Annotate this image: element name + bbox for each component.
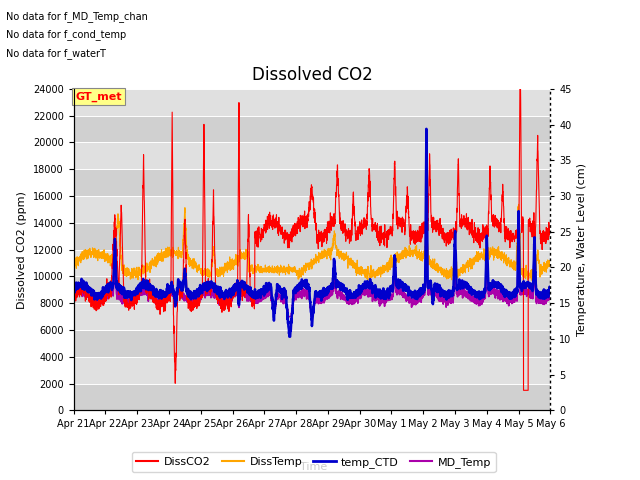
Line: DissTemp: DissTemp bbox=[74, 204, 550, 280]
Bar bbox=[74, 169, 550, 196]
DissCO2 bbox=[547, 227, 554, 233]
temp_CTD bbox=[547, 289, 554, 295]
MD_Temp bbox=[253, 297, 260, 303]
DissCO2 bbox=[273, 221, 281, 227]
Bar bbox=[74, 303, 550, 330]
DissCO2 bbox=[152, 305, 160, 311]
DissTemp bbox=[538, 267, 545, 273]
DissCO2 bbox=[70, 292, 77, 298]
temp_CTD bbox=[422, 126, 430, 132]
Bar bbox=[74, 196, 550, 223]
Y-axis label: Temperature, Water Level (cm): Temperature, Water Level (cm) bbox=[577, 163, 588, 336]
Text: Time: Time bbox=[300, 462, 327, 472]
Text: No data for f_waterT: No data for f_waterT bbox=[6, 48, 106, 59]
Bar bbox=[74, 89, 550, 116]
DissTemp bbox=[152, 256, 160, 262]
Title: Dissolved CO2: Dissolved CO2 bbox=[252, 66, 372, 84]
Bar bbox=[74, 276, 550, 303]
temp_CTD bbox=[253, 293, 260, 299]
MD_Temp bbox=[538, 297, 545, 303]
DissTemp bbox=[124, 273, 132, 278]
MD_Temp bbox=[547, 291, 554, 297]
Bar bbox=[74, 250, 550, 276]
Y-axis label: Dissolved CO2 (ppm): Dissolved CO2 (ppm) bbox=[17, 191, 28, 309]
Bar bbox=[74, 357, 550, 384]
Legend: DissCO2, DissTemp, temp_CTD, MD_Temp: DissCO2, DissTemp, temp_CTD, MD_Temp bbox=[132, 452, 495, 472]
temp_CTD bbox=[152, 286, 160, 292]
MD_Temp bbox=[486, 289, 493, 295]
temp_CTD bbox=[70, 288, 77, 293]
temp_CTD bbox=[285, 334, 293, 339]
MD_Temp bbox=[515, 246, 522, 252]
Bar bbox=[74, 62, 550, 89]
DissCO2 bbox=[520, 387, 527, 393]
DissCO2 bbox=[486, 178, 493, 184]
DissTemp bbox=[70, 265, 77, 271]
temp_CTD bbox=[486, 282, 494, 288]
Bar bbox=[74, 384, 550, 410]
DissTemp bbox=[364, 277, 372, 283]
DissTemp bbox=[515, 202, 522, 207]
MD_Temp bbox=[273, 294, 281, 300]
Bar bbox=[74, 143, 550, 169]
Text: GT_met: GT_met bbox=[75, 92, 122, 102]
MD_Temp bbox=[284, 314, 292, 320]
Text: No data for f_MD_Temp_chan: No data for f_MD_Temp_chan bbox=[6, 11, 148, 22]
temp_CTD bbox=[124, 294, 132, 300]
MD_Temp bbox=[70, 292, 77, 298]
DissTemp bbox=[253, 264, 260, 270]
Line: MD_Temp: MD_Temp bbox=[74, 249, 550, 317]
Bar bbox=[74, 330, 550, 357]
Line: temp_CTD: temp_CTD bbox=[74, 129, 550, 336]
temp_CTD bbox=[538, 292, 545, 298]
temp_CTD bbox=[273, 281, 281, 287]
MD_Temp bbox=[152, 297, 160, 302]
DissCO2 bbox=[124, 300, 132, 306]
DissTemp bbox=[273, 265, 281, 271]
Bar bbox=[74, 116, 550, 143]
MD_Temp bbox=[124, 298, 132, 303]
Bar bbox=[74, 223, 550, 250]
DissCO2 bbox=[516, 72, 524, 78]
Text: No data for f_cond_temp: No data for f_cond_temp bbox=[6, 29, 127, 40]
DissTemp bbox=[486, 248, 493, 254]
DissTemp bbox=[547, 263, 554, 269]
Line: DissCO2: DissCO2 bbox=[74, 75, 550, 390]
DissCO2 bbox=[538, 232, 545, 238]
DissCO2 bbox=[253, 239, 260, 244]
